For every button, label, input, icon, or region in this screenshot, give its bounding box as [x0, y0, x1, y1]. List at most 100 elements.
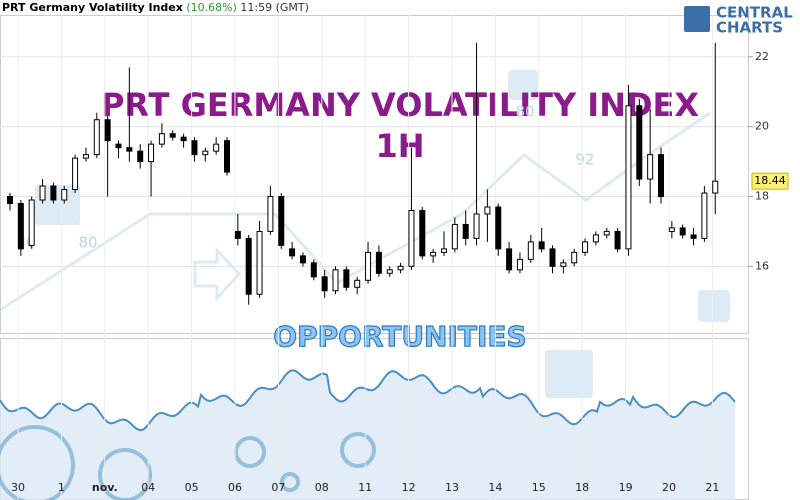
candle-body	[82, 154, 89, 159]
candle-body	[375, 251, 382, 274]
candle-body	[625, 105, 632, 250]
x-tick-label: 30	[11, 481, 25, 494]
candle-body	[549, 248, 556, 267]
deco-icon	[508, 70, 538, 100]
x-tick-label: 20	[662, 481, 676, 494]
candle-body	[647, 154, 654, 180]
x-tick-label: 06	[228, 481, 242, 494]
y-tick-label: 16	[755, 259, 769, 272]
candle-body	[582, 241, 589, 253]
candle-body	[213, 143, 220, 152]
x-tick-label: 13	[445, 481, 459, 494]
candle-body	[484, 206, 491, 215]
candle-body	[310, 262, 317, 278]
candle-body	[603, 230, 610, 236]
deco-icon	[35, 185, 80, 225]
y-tick-label: 18	[755, 190, 769, 203]
candle-body	[592, 234, 599, 243]
candle-body	[560, 262, 567, 267]
deco-circle	[280, 472, 300, 492]
watermark-graphics	[0, 70, 730, 398]
candle-body	[267, 196, 274, 232]
header-name: PRT Germany Volatility Index	[2, 1, 183, 14]
watermark-label: 92	[575, 151, 594, 169]
candle-body	[191, 140, 198, 156]
deco-circle	[234, 436, 266, 468]
candle-body	[473, 213, 480, 239]
logo-line: CHARTS	[716, 19, 783, 37]
candle-body	[332, 269, 339, 292]
candle-body	[636, 105, 643, 180]
candle-body	[104, 119, 111, 142]
logo-icon	[684, 6, 710, 32]
candle-body	[614, 230, 621, 250]
candle-body	[408, 209, 415, 267]
x-tick-label: 12	[402, 481, 416, 494]
candle-body	[354, 279, 361, 288]
candle-body	[397, 265, 404, 271]
header-change: (10.68%)	[186, 1, 237, 14]
watermark-label: 80	[515, 103, 534, 121]
logo-line: CENTRAL	[716, 4, 793, 22]
candle-body	[289, 248, 296, 257]
candle-body	[180, 136, 187, 142]
candle-body	[658, 154, 664, 198]
x-tick-label: 05	[185, 481, 199, 494]
candle-body	[679, 227, 686, 236]
x-tick-label: 07	[271, 481, 285, 494]
candle-body	[299, 255, 306, 264]
x-tick-label: 21	[705, 481, 719, 494]
x-tick-label: 14	[488, 481, 502, 494]
chart-title: PRT GERMANY VOLATILITY INDEX	[101, 86, 699, 124]
lower-line	[0, 369, 736, 432]
x-tick-label: 04	[141, 481, 155, 494]
candle-body	[571, 251, 578, 264]
candle-body	[538, 241, 545, 250]
candle-body	[690, 234, 697, 239]
candle-body	[169, 133, 176, 138]
candle-body	[712, 180, 719, 194]
watermark-text: OPPORTUNITIES	[273, 320, 526, 353]
candle-body	[224, 140, 230, 173]
candle-body	[148, 143, 155, 163]
candle-body	[234, 230, 241, 239]
candle-body	[451, 223, 458, 250]
deco-circle	[0, 425, 75, 500]
candle-body	[516, 258, 523, 271]
deco-icon	[545, 350, 593, 398]
candle-body	[495, 206, 502, 250]
candle-body	[668, 227, 675, 232]
candle-body	[158, 133, 165, 145]
deco-circle	[98, 448, 152, 500]
candle-body	[343, 269, 350, 288]
candle-body	[50, 185, 57, 201]
x-tick-label: 15	[532, 481, 546, 494]
candle-body	[39, 185, 46, 201]
last-price-box	[751, 172, 789, 190]
candle-body	[256, 230, 263, 295]
candle-body	[245, 237, 252, 295]
candle-body	[17, 203, 24, 250]
candle-body	[321, 276, 328, 292]
candle-body	[506, 248, 513, 271]
candle-body	[441, 248, 447, 253]
x-tick-label: 11	[358, 481, 372, 494]
candle-body	[386, 269, 393, 274]
candle-body	[278, 196, 285, 246]
y-tick-label: 22	[755, 50, 769, 63]
candle-body	[701, 192, 708, 239]
x-tick-label: 18	[575, 481, 589, 494]
deco-icon	[698, 290, 730, 322]
candle-body	[93, 119, 100, 156]
price-panel	[0, 15, 749, 334]
candle-body	[202, 150, 209, 156]
candle-body	[72, 157, 79, 191]
candle-body	[7, 196, 13, 205]
candle-body	[126, 147, 133, 152]
candle-body	[28, 199, 35, 246]
candle-body	[115, 143, 122, 149]
x-tick-label: nov.	[92, 481, 118, 494]
candle-body	[419, 209, 426, 257]
x-tick-label: 08	[315, 481, 329, 494]
